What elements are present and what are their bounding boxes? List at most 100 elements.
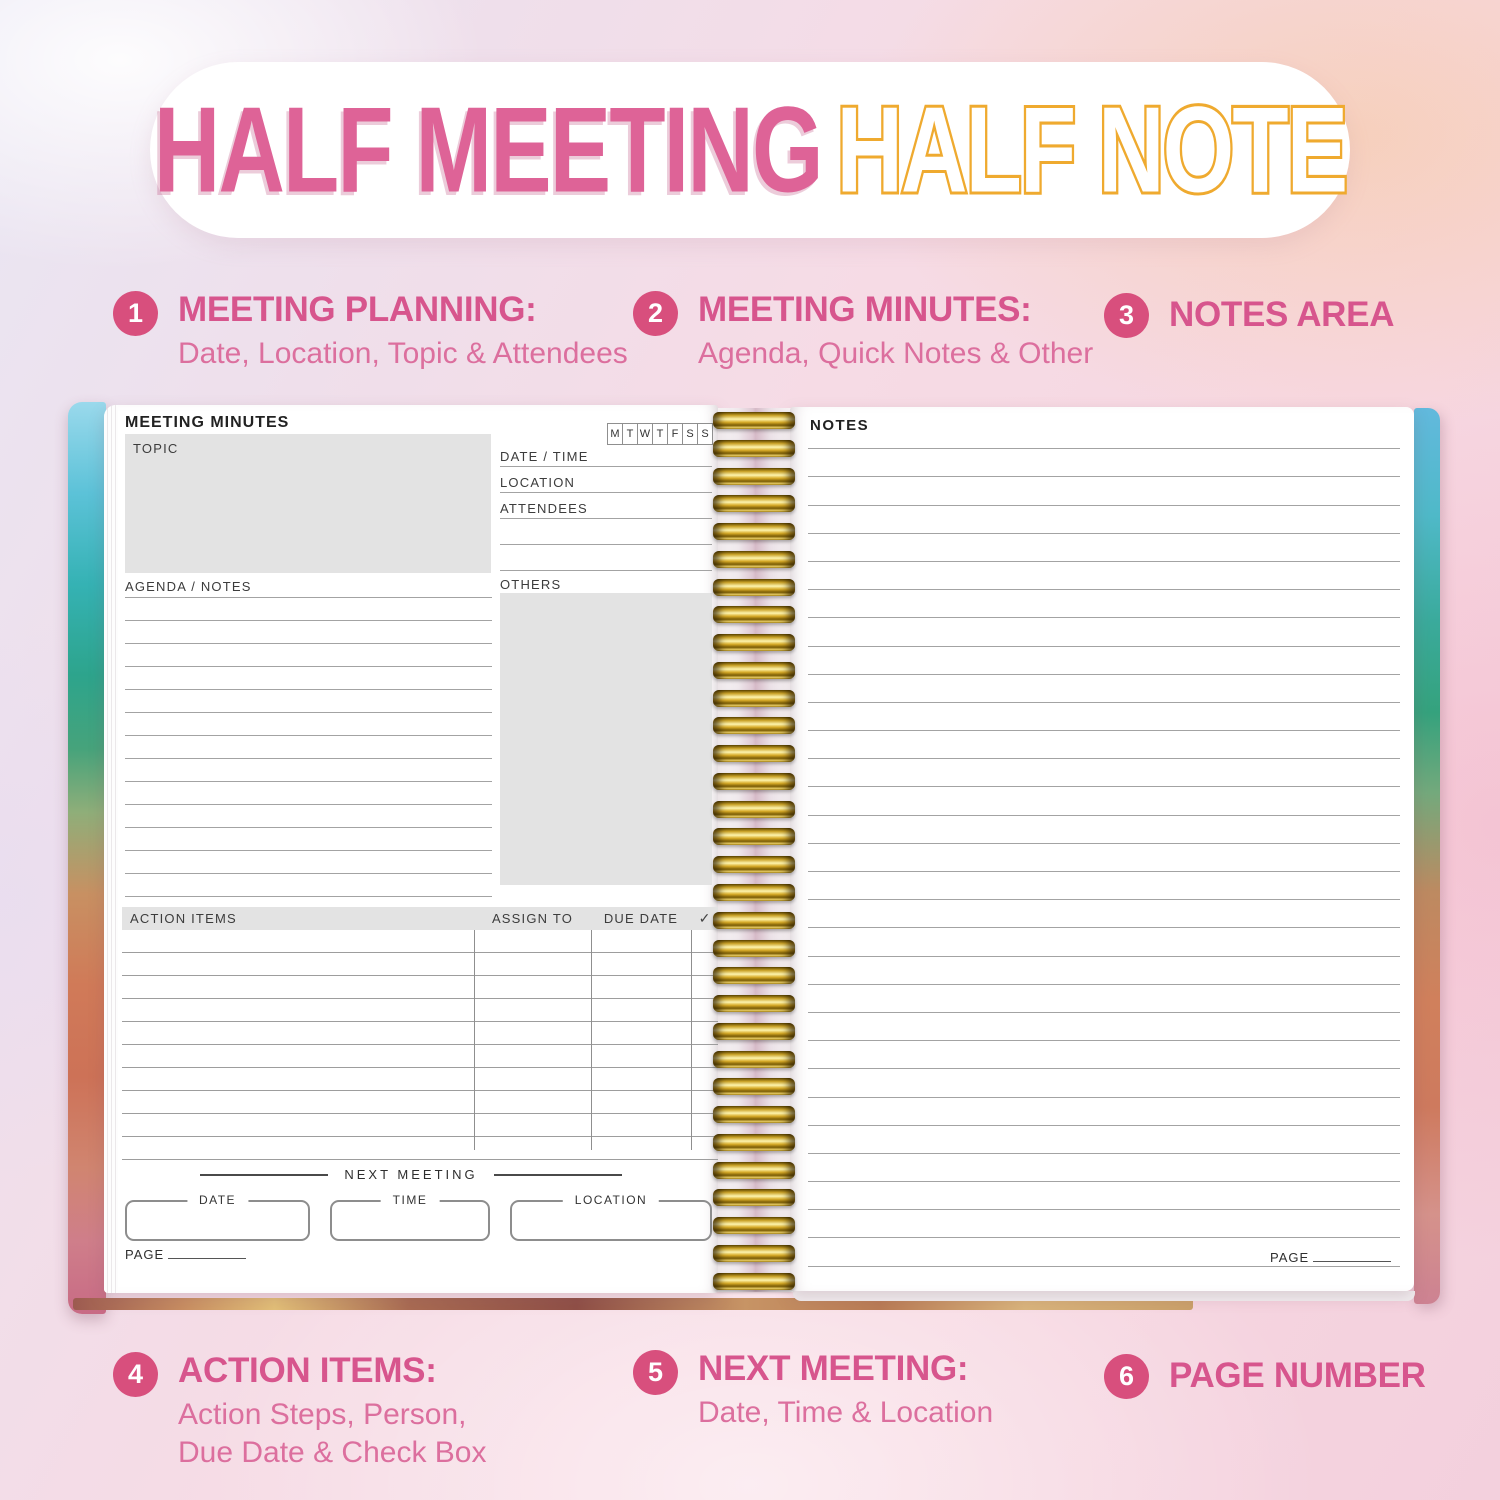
notes-line (808, 1154, 1400, 1183)
spiral-loop (713, 467, 795, 485)
next-date-box: DATE (125, 1193, 310, 1241)
next-time-label: TIME (380, 1193, 440, 1207)
feature-number-badge: 2 (633, 291, 678, 336)
spiral-loop (713, 828, 795, 846)
feature-subtitle: Agenda, Quick Notes & Other (698, 336, 1094, 370)
title-half-meeting: HALF MEETING (153, 81, 824, 218)
spiral-loop (713, 884, 795, 902)
next-meeting-divider: NEXT MEETING (104, 1167, 718, 1182)
agenda-label: AGENDA / NOTES (125, 579, 252, 594)
notes-line (808, 1069, 1400, 1098)
notes-line (808, 506, 1400, 534)
agenda-line (125, 644, 492, 667)
page-number-line (168, 1247, 247, 1259)
spiral-loop (713, 995, 795, 1013)
action-row (122, 1045, 718, 1068)
spiral-loop (713, 772, 795, 790)
spiral-loop (713, 578, 795, 596)
notes-line (808, 421, 1400, 450)
due-date-column-header: DUE DATE (603, 911, 679, 926)
feature-subtitle: Action Steps, Person, Due Date & Check B… (178, 1397, 487, 1469)
checkmark-icon: ✓ (698, 910, 711, 926)
action-row (122, 930, 718, 953)
notes-line (808, 872, 1400, 901)
weekday-cell: S (683, 424, 698, 444)
table-divider (591, 930, 592, 1150)
others-box (500, 593, 712, 885)
notes-line (808, 731, 1400, 760)
spiral-loop (713, 856, 795, 874)
weekday-cell: T (653, 424, 668, 444)
notes-line (808, 675, 1400, 703)
feature-next-meeting: 5 NEXT MEETING: Date, Time & Location (633, 1349, 993, 1432)
spiral-loop (713, 1106, 795, 1124)
title-banner: HALF MEETING HALF NOTE (150, 62, 1350, 238)
action-row (122, 1137, 718, 1160)
page-label: PAGE (125, 1247, 165, 1262)
spiral-loop (713, 911, 795, 929)
spiral-loop (713, 1133, 795, 1151)
feature-heading: NOTES AREA (1169, 295, 1395, 335)
next-location-label: LOCATION (562, 1193, 660, 1207)
spiral-loop (713, 1050, 795, 1068)
spiral-loop (713, 1022, 795, 1040)
right-page-stack-edge (793, 1291, 1415, 1301)
feature-subtitle: Date, Location, Topic & Attendees (178, 336, 628, 370)
spiral-loop (713, 1272, 795, 1290)
notes-line (808, 562, 1400, 591)
spiral-loop (713, 1244, 795, 1262)
notes-line (808, 957, 1400, 985)
action-row (122, 1022, 718, 1045)
next-location-box: LOCATION (510, 1193, 712, 1241)
agenda-line (125, 713, 492, 736)
right-page-number: PAGE (1270, 1250, 1392, 1265)
page-number-line (1313, 1250, 1392, 1262)
agenda-line (125, 667, 492, 690)
agenda-line (125, 782, 492, 805)
info-field-label: ATTENDEES (500, 501, 588, 516)
agenda-line (125, 851, 492, 874)
notes-line (808, 590, 1400, 619)
spiral-loop (713, 1217, 795, 1235)
notes-line (808, 985, 1400, 1013)
notes-header: NOTES (810, 417, 870, 434)
action-row (122, 953, 718, 976)
page-label: PAGE (1270, 1250, 1310, 1265)
feature-number-badge: 4 (113, 1352, 158, 1397)
feature-action-items: 4 ACTION ITEMS: Action Steps, Person, Du… (113, 1351, 487, 1472)
weekday-cell: T (623, 424, 638, 444)
weekday-cell: M (608, 424, 623, 444)
table-divider (691, 930, 692, 1150)
spiral-loop (713, 634, 795, 652)
left-page-number: PAGE (125, 1247, 247, 1262)
spiral-loop (713, 550, 795, 568)
notes-line (808, 1126, 1400, 1154)
notes-line (808, 787, 1400, 816)
feature-heading: ACTION ITEMS: (178, 1351, 437, 1390)
spiral-loop (713, 412, 795, 429)
feature-heading: NEXT MEETING: (698, 1349, 969, 1388)
feature-heading: MEETING PLANNING: (178, 290, 537, 329)
spiral-loop (713, 689, 795, 707)
spiral-loop (713, 439, 795, 457)
feature-heading: PAGE NUMBER (1169, 1356, 1426, 1396)
agenda-line (125, 828, 492, 851)
spiral (713, 412, 795, 1290)
spiral-loop (713, 939, 795, 957)
others-label: OTHERS (500, 577, 562, 592)
action-rows (122, 930, 718, 1160)
notes-line (808, 759, 1400, 788)
feature-page-number: 6 PAGE NUMBER (1104, 1354, 1426, 1399)
action-row (122, 1068, 718, 1091)
notebook-cover-left-edge (68, 402, 106, 1314)
feature-meeting-planning: 1 MEETING PLANNING: Date, Location, Topi… (113, 290, 628, 373)
notes-line (808, 618, 1400, 647)
table-divider (474, 930, 475, 1150)
spiral-loop (713, 661, 795, 679)
next-time-box: TIME (330, 1193, 490, 1241)
spiral-loop (713, 523, 795, 541)
